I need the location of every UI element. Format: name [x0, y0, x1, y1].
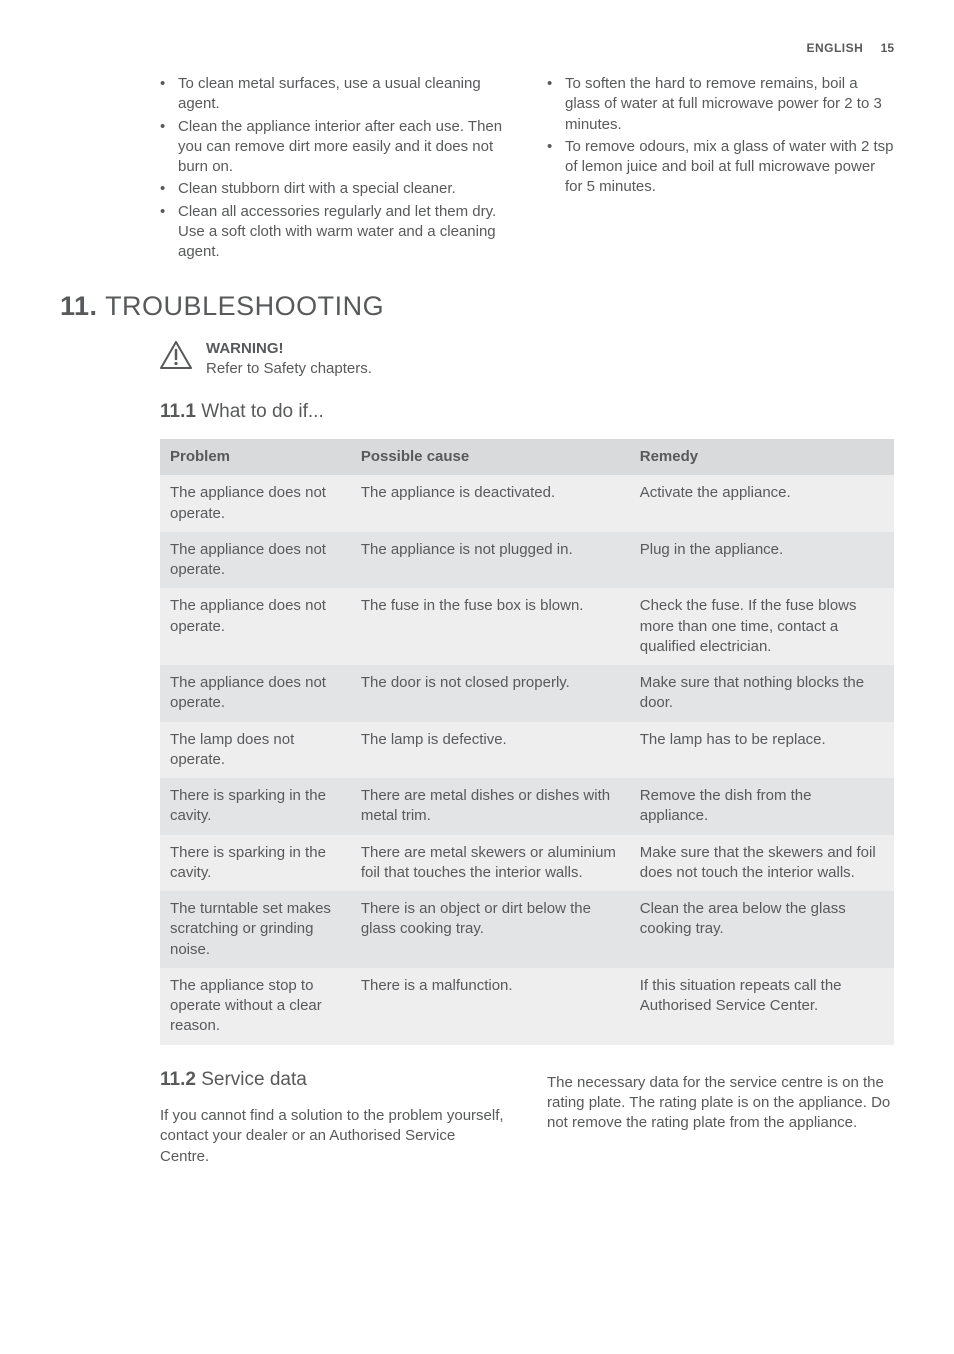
cell-cause: The appliance is not plugged in.: [351, 532, 630, 589]
table-row: The appliance does not operate. The appl…: [160, 475, 894, 532]
subsection-number: 11.2: [160, 1069, 196, 1090]
list-item: Clean stubborn dirt with a special clean…: [160, 179, 507, 199]
cell-cause: The appliance is deactivated.: [351, 475, 630, 532]
cell-problem: There is sparking in the cavity.: [160, 835, 351, 892]
cell-cause: The lamp is defective.: [351, 722, 630, 779]
cell-remedy: The lamp has to be replace.: [630, 722, 894, 779]
list-item: To remove odours, mix a glass of water w…: [547, 137, 894, 198]
warning-icon: [160, 341, 192, 375]
cell-problem: The appliance does not operate.: [160, 475, 351, 532]
subsection-heading: 11.2 Service data: [160, 1067, 507, 1093]
cell-cause: The fuse in the fuse box is blown.: [351, 588, 630, 665]
cell-remedy: Remove the dish from the appliance.: [630, 778, 894, 835]
cell-cause: The door is not closed properly.: [351, 665, 630, 722]
warning-text: WARNING! Refer to Safety chapters.: [206, 339, 372, 380]
list-item: Clean the appliance interior after each …: [160, 117, 507, 178]
cell-remedy: Clean the area below the glass cooking t…: [630, 891, 894, 968]
cell-problem: The appliance does not operate.: [160, 532, 351, 589]
table-row: There is sparking in the cavity. There a…: [160, 835, 894, 892]
list-item: To clean metal surfaces, use a usual cle…: [160, 74, 507, 115]
cell-remedy: Activate the appliance.: [630, 475, 894, 532]
table-row: The appliance does not operate. The fuse…: [160, 588, 894, 665]
cell-problem: The appliance does not operate.: [160, 588, 351, 665]
cell-remedy: If this situation repeats call the Autho…: [630, 968, 894, 1045]
header-language: ENGLISH: [806, 41, 863, 55]
cell-problem: The appliance does not operate.: [160, 665, 351, 722]
intro-columns: To clean metal surfaces, use a usual cle…: [160, 74, 894, 264]
page-header: ENGLISH 15: [60, 40, 894, 56]
intro-left-column: To clean metal surfaces, use a usual cle…: [160, 74, 507, 264]
service-left-column: 11.2 Service data If you cannot find a s…: [160, 1067, 507, 1167]
table-row: The appliance does not operate. The door…: [160, 665, 894, 722]
subsection-title: Service data: [201, 1069, 307, 1090]
table-row: The lamp does not operate. The lamp is d…: [160, 722, 894, 779]
cell-remedy: Make sure that the skewers and foil does…: [630, 835, 894, 892]
section-title: 11. TROUBLESHOOTING: [60, 288, 894, 324]
cell-problem: The turntable set makes scratching or gr…: [160, 891, 351, 968]
col-cause: Possible cause: [351, 439, 630, 475]
cell-cause: There are metal dishes or dishes with me…: [351, 778, 630, 835]
intro-right-column: To soften the hard to remove remains, bo…: [547, 74, 894, 264]
table-row: The appliance does not operate. The appl…: [160, 532, 894, 589]
table-row: There is sparking in the cavity. There a…: [160, 778, 894, 835]
service-left-text: If you cannot find a solution to the pro…: [160, 1106, 507, 1167]
cell-problem: The appliance stop to operate without a …: [160, 968, 351, 1045]
section-number: 11.: [60, 291, 98, 321]
subsection-heading: 11.1 What to do if...: [160, 399, 894, 425]
cell-cause: There is an object or dirt below the gla…: [351, 891, 630, 968]
table-row: The turntable set makes scratching or gr…: [160, 891, 894, 968]
cell-cause: There is a malfunction.: [351, 968, 630, 1045]
warning-body: Refer to Safety chapters.: [206, 359, 372, 379]
col-remedy: Remedy: [630, 439, 894, 475]
col-problem: Problem: [160, 439, 351, 475]
header-page-number: 15: [881, 41, 894, 55]
troubleshooting-table: Problem Possible cause Remedy The applia…: [160, 439, 894, 1045]
warning-block: WARNING! Refer to Safety chapters.: [160, 339, 894, 380]
subsection-number: 11.1: [160, 401, 196, 422]
troubleshooting-table-wrap: Problem Possible cause Remedy The applia…: [160, 439, 894, 1045]
cell-cause: There are metal skewers or aluminium foi…: [351, 835, 630, 892]
section-name: TROUBLESHOOTING: [105, 291, 384, 321]
right-bullet-list: To soften the hard to remove remains, bo…: [547, 74, 894, 198]
warning-label: WARNING!: [206, 339, 372, 359]
table-header-row: Problem Possible cause Remedy: [160, 439, 894, 475]
table-row: The appliance stop to operate without a …: [160, 968, 894, 1045]
list-item: To soften the hard to remove remains, bo…: [547, 74, 894, 135]
cell-problem: There is sparking in the cavity.: [160, 778, 351, 835]
subsection-title: What to do if...: [201, 401, 324, 422]
cell-remedy: Check the fuse. If the fuse blows more t…: [630, 588, 894, 665]
cell-remedy: Plug in the appliance.: [630, 532, 894, 589]
service-right-text: The necessary data for the service centr…: [547, 1073, 894, 1134]
left-bullet-list: To clean metal surfaces, use a usual cle…: [160, 74, 507, 262]
cell-remedy: Make sure that nothing blocks the door.: [630, 665, 894, 722]
list-item: Clean all accessories regularly and let …: [160, 202, 507, 263]
service-right-column: The necessary data for the service centr…: [547, 1067, 894, 1167]
cell-problem: The lamp does not operate.: [160, 722, 351, 779]
service-data-columns: 11.2 Service data If you cannot find a s…: [160, 1067, 894, 1167]
